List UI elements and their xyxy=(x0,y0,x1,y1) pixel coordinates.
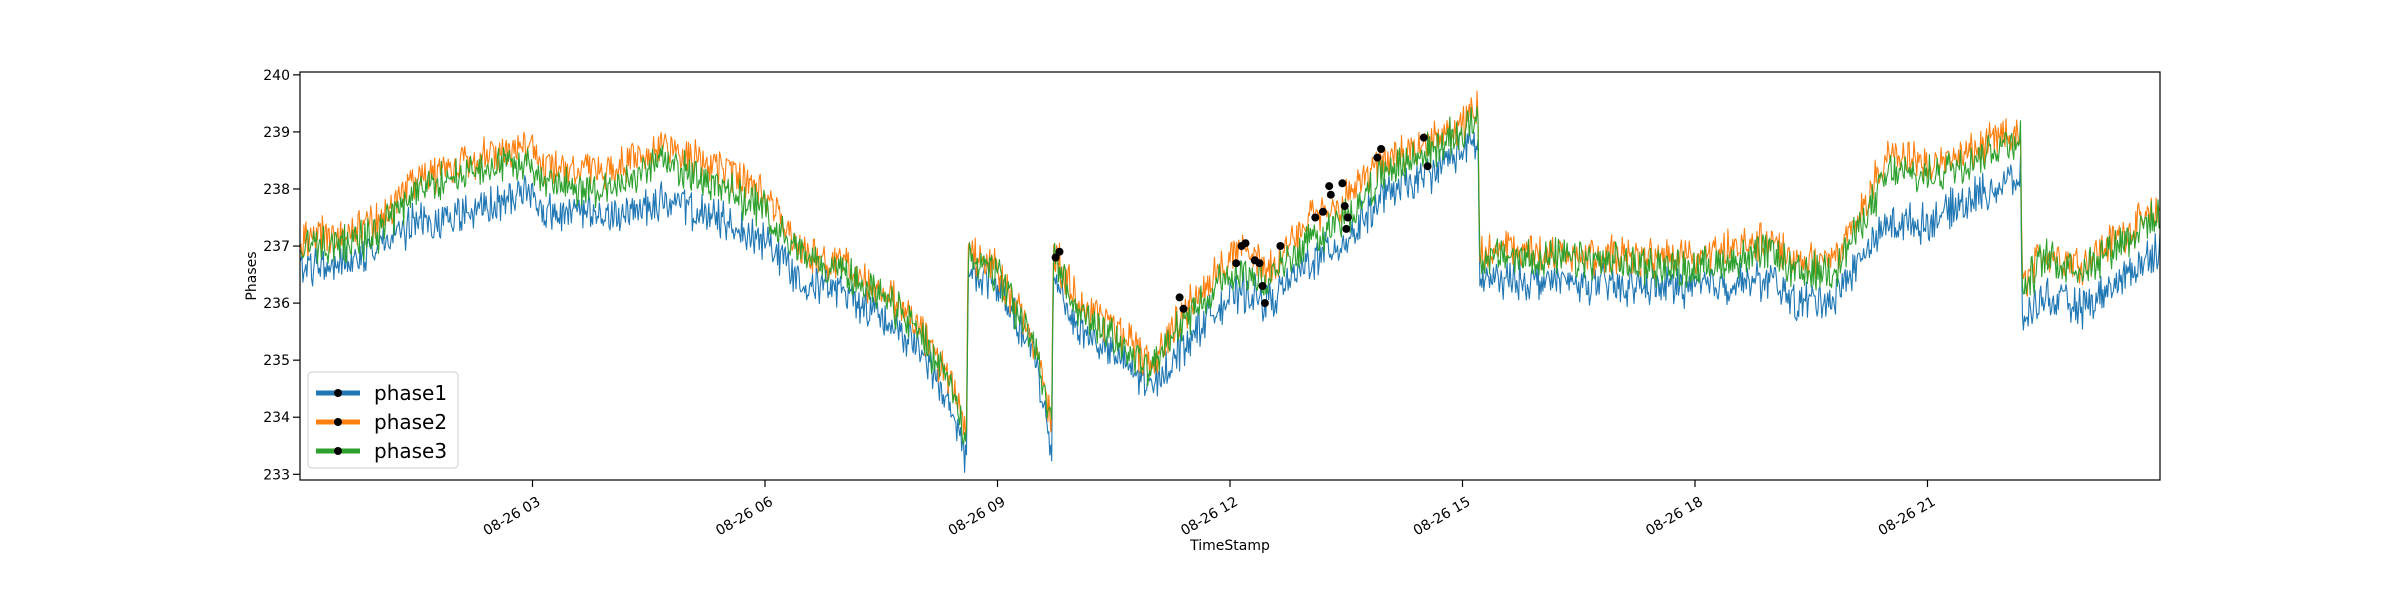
y-tick-label: 239 xyxy=(263,125,290,141)
series-line-phase2 xyxy=(299,90,2161,436)
legend-box xyxy=(307,371,459,469)
legend-marker-phase3 xyxy=(334,447,342,455)
y-tick-label: 237 xyxy=(263,239,290,255)
anomaly-point xyxy=(1051,253,1060,262)
anomaly-point xyxy=(1311,213,1320,222)
legend: phase1 phase2 phase3 xyxy=(307,371,459,469)
series-line-phase3 xyxy=(299,106,2161,445)
y-tick-label: 236 xyxy=(263,296,290,312)
anomaly-point xyxy=(1055,247,1064,256)
y-axis-label: Phases xyxy=(244,251,260,300)
legend-label-phase2: phase2 xyxy=(374,410,447,434)
anomaly-point xyxy=(1342,224,1351,233)
anomaly-point xyxy=(1175,293,1184,302)
y-tick-label: 235 xyxy=(263,353,290,369)
anomaly-point xyxy=(1340,202,1349,211)
anomaly-point xyxy=(1179,304,1188,313)
legend-marker-phase1 xyxy=(334,389,342,397)
anomaly-point xyxy=(1232,259,1241,268)
anomaly-markers xyxy=(1051,133,1432,313)
anomaly-point xyxy=(1419,133,1428,142)
y-tick-label: 240 xyxy=(263,68,290,84)
anomaly-point xyxy=(1325,182,1334,191)
anomaly-point xyxy=(1258,282,1267,290)
anomaly-point xyxy=(1326,190,1335,199)
anomaly-point xyxy=(1377,145,1386,153)
anomaly-point xyxy=(1241,239,1250,248)
y-tick-label: 238 xyxy=(263,182,290,198)
anomaly-point xyxy=(1260,299,1269,308)
legend-marker-phase2 xyxy=(334,418,342,426)
anomaly-point xyxy=(1319,207,1327,216)
legend-label-phase3: phase3 xyxy=(374,439,447,463)
x-axis-label: TimeStamp xyxy=(1189,538,1270,554)
legend-label-phase1: phase1 xyxy=(374,381,447,405)
anomaly-point xyxy=(1276,242,1285,250)
anomaly-point xyxy=(1373,153,1382,162)
y-tick-label: 233 xyxy=(263,467,290,483)
anomaly-point xyxy=(1343,213,1352,222)
y-tick-label: 234 xyxy=(263,410,290,426)
anomaly-point xyxy=(1338,179,1347,188)
anomaly-point xyxy=(1255,259,1264,268)
series-layer xyxy=(299,90,2161,473)
anomaly-point xyxy=(1423,162,1432,171)
y-axis: 233 234 235 236 237 238 239 240 xyxy=(263,68,300,483)
